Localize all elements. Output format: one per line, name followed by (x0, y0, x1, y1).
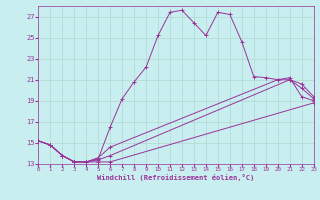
X-axis label: Windchill (Refroidissement éolien,°C): Windchill (Refroidissement éolien,°C) (97, 174, 255, 181)
